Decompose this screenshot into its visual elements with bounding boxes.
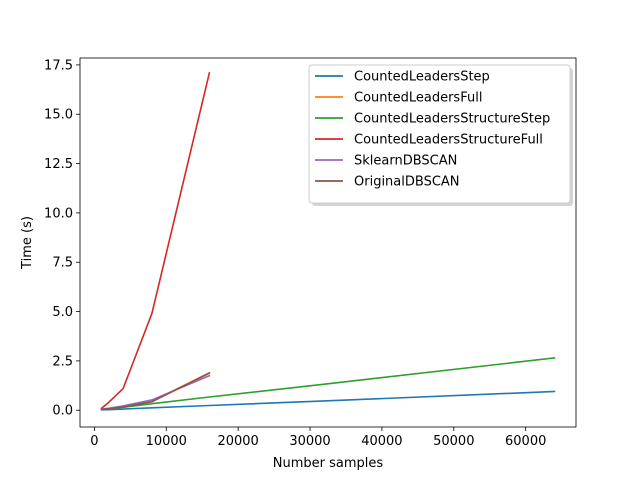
series-line-3 bbox=[100, 71, 211, 410]
x-tick-label: 0 bbox=[90, 434, 98, 449]
legend-label-0: CountedLeadersStep bbox=[354, 70, 490, 85]
y-tick-label: 15.0 bbox=[44, 108, 73, 123]
y-tick-label: 10.0 bbox=[44, 206, 73, 221]
y-tick-label: 2.5 bbox=[52, 354, 73, 369]
x-axis: 0 10000 20000 30000 40000 50000 60000 bbox=[90, 427, 546, 449]
legend-label-1: CountedLeadersFull bbox=[354, 91, 482, 106]
x-tick-label: 50000 bbox=[433, 434, 474, 449]
y-tick-label: 17.5 bbox=[44, 58, 73, 73]
x-axis-label: Number samples bbox=[273, 456, 384, 471]
x-tick-label: 20000 bbox=[217, 434, 258, 449]
y-axis-label: Time (s) bbox=[20, 216, 35, 270]
y-tick-label: 7.5 bbox=[52, 256, 73, 271]
x-tick-label: 30000 bbox=[289, 434, 330, 449]
series-line-5 bbox=[100, 372, 211, 411]
plot-frame bbox=[79, 57, 577, 428]
y-tick-label: 5.0 bbox=[52, 305, 73, 320]
x-tick-label: 60000 bbox=[505, 434, 546, 449]
legend-label-4: SklearnDBSCAN bbox=[354, 154, 457, 169]
y-tick-label: 0.0 bbox=[52, 404, 73, 419]
legend: CountedLeadersStep CountedLeadersFull Coun… bbox=[308, 64, 573, 206]
x-tick-label: 10000 bbox=[146, 434, 187, 449]
legend-label-2: CountedLeadersStructureStep bbox=[354, 112, 550, 127]
series-layer bbox=[100, 71, 556, 411]
legend-box bbox=[308, 64, 571, 204]
legend-label-3: CountedLeadersStructureFull bbox=[354, 133, 543, 148]
x-tick-label: 40000 bbox=[361, 434, 402, 449]
y-axis: 0.0 2.5 5.0 7.5 10.0 12.5 15.0 17.5 bbox=[44, 58, 80, 419]
legend-label-5: OriginalDBSCAN bbox=[354, 175, 460, 190]
y-tick-label: 12.5 bbox=[44, 157, 73, 172]
